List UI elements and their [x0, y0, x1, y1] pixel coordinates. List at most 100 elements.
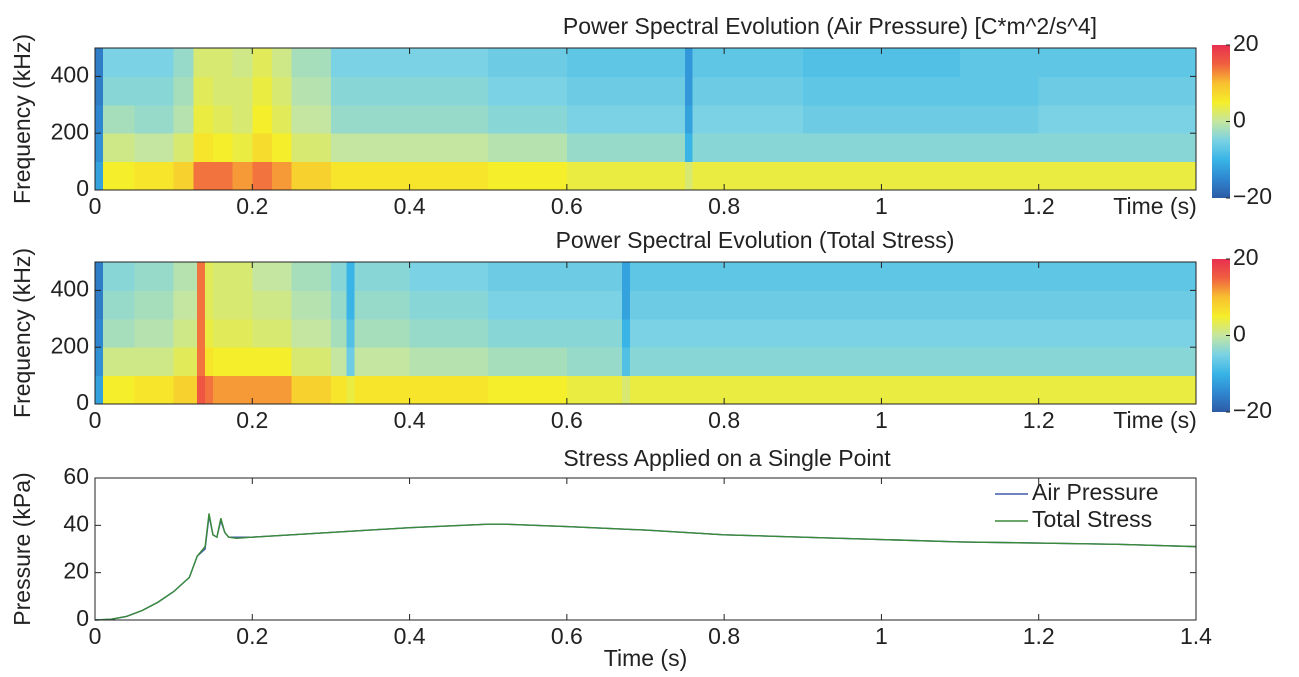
- heatmap-cell: [881, 48, 961, 77]
- heatmap-cell: [692, 133, 725, 163]
- x-tick-label: 0.2: [236, 623, 268, 649]
- colorbar-tick-label: 20: [1233, 244, 1259, 270]
- colorbar: [1212, 259, 1230, 412]
- heatmap-cell: [134, 133, 175, 163]
- heatmap-cell: [197, 290, 206, 320]
- heatmap-cell: [95, 76, 104, 106]
- heatmap-cell: [684, 48, 694, 77]
- heatmap-cell: [566, 318, 623, 348]
- heatmap-cell: [881, 133, 961, 163]
- heatmap-cell: [1038, 347, 1118, 377]
- heatmap-cell: [629, 375, 725, 405]
- heatmap-cell: [102, 104, 135, 134]
- heatmap-cell: [409, 375, 489, 405]
- heatmap-cell: [173, 347, 198, 377]
- heatmap-cell: [291, 104, 332, 134]
- heatmap-cell: [330, 290, 348, 320]
- x-tick-label: 1.2: [1023, 193, 1055, 219]
- heatmap-cell: [409, 48, 489, 77]
- heatmap-cell: [95, 133, 104, 163]
- heatmap-cell: [205, 318, 214, 348]
- heatmap-cell: [95, 347, 104, 377]
- heatmap-cell: [629, 318, 725, 348]
- legend-label: Total Stress: [1032, 506, 1152, 532]
- heatmap-cell: [645, 104, 686, 134]
- colorbar: [1212, 45, 1230, 198]
- chart-title: Stress Applied on a Single Point: [563, 445, 891, 471]
- colorbar-tick-label: 20: [1233, 30, 1259, 56]
- heatmap-cell: [488, 104, 568, 134]
- colorbar-tick-label: 0: [1233, 321, 1246, 347]
- heatmap-cell: [645, 161, 686, 191]
- heatmap-cell: [488, 290, 568, 320]
- heatmap-cell: [960, 48, 1040, 77]
- heatmap-cell: [330, 318, 348, 348]
- y-axis-label: Frequency (kHz): [9, 34, 35, 204]
- heatmap-cell: [291, 133, 332, 163]
- heatmap-cell: [1117, 48, 1197, 77]
- heatmap-cell: [212, 262, 253, 291]
- y-tick-label: 0: [76, 175, 89, 201]
- heatmap-cell: [252, 76, 273, 106]
- heatmap-cell: [173, 76, 194, 106]
- heatmap-cell: [291, 375, 332, 405]
- heatmap-cell: [409, 104, 489, 134]
- heatmap-cell: [645, 76, 686, 106]
- heatmap-cell: [173, 133, 194, 163]
- heatmap-cell: [193, 161, 214, 191]
- heatmap-cell: [346, 375, 356, 405]
- heatmap-cell: [621, 375, 631, 405]
- heatmap-cell: [252, 48, 273, 77]
- x-tick-label: 1.2: [1023, 623, 1055, 649]
- series-line: [94, 513, 1197, 621]
- heatmap-cell: [1117, 290, 1197, 320]
- heatmap-cell: [692, 76, 725, 106]
- heatmap-cell: [193, 48, 214, 77]
- heatmap-cell: [724, 375, 804, 405]
- heatmap-cell: [621, 290, 631, 320]
- heatmap-cell: [346, 347, 356, 377]
- heatmap-cell: [212, 76, 234, 106]
- y-tick-label: 0: [76, 389, 89, 415]
- y-axis-label: Pressure (kPa): [9, 472, 35, 625]
- heatmap-cell: [354, 347, 411, 377]
- heatmap-cell: [252, 347, 293, 377]
- heatmap-cell: [1038, 375, 1118, 405]
- heatmap-cell: [488, 262, 568, 291]
- x-tick-label: 1.2: [1023, 407, 1055, 433]
- axes-frame: [94, 47, 1197, 191]
- heatmap-cell: [1117, 161, 1197, 191]
- heatmap-cell: [193, 133, 214, 163]
- heatmap-cell: [291, 347, 332, 377]
- heatmap-cell: [173, 161, 194, 191]
- heatmap-cell: [271, 133, 293, 163]
- heatmap-cell: [621, 347, 631, 377]
- heatmap-cell: [960, 76, 1040, 106]
- heatmap-cell: [488, 347, 568, 377]
- heatmap-cell: [1117, 133, 1197, 163]
- heatmap-cell: [1117, 318, 1197, 348]
- y-axis-label: Frequency (kHz): [9, 248, 35, 418]
- plot-area: [95, 478, 1196, 620]
- heatmap-cell: [409, 262, 489, 291]
- heatmap-cell: [621, 262, 631, 291]
- x-tick-label: 0.8: [708, 407, 740, 433]
- heatmap-cell: [102, 318, 135, 348]
- heatmap-cell: [1038, 133, 1118, 163]
- heatmap-cell: [95, 48, 104, 77]
- colorbar-tick-label: −20: [1233, 183, 1272, 209]
- x-tick-label: 0.4: [394, 623, 426, 649]
- heatmap-cell: [566, 133, 646, 163]
- heatmap-cell: [645, 133, 686, 163]
- heatmap-cell: [802, 161, 882, 191]
- heatmap-cell: [193, 104, 214, 134]
- heatmap-cell: [802, 375, 882, 405]
- heatmap-cell: [1117, 262, 1197, 291]
- heatmap-cell: [134, 347, 175, 377]
- heatmap-cell: [724, 48, 804, 77]
- heatmap-cell: [102, 375, 135, 405]
- heatmap-cell: [724, 290, 804, 320]
- heatmap-cell: [252, 133, 273, 163]
- heatmap-cell: [354, 290, 411, 320]
- y-tick-label: 400: [51, 61, 89, 87]
